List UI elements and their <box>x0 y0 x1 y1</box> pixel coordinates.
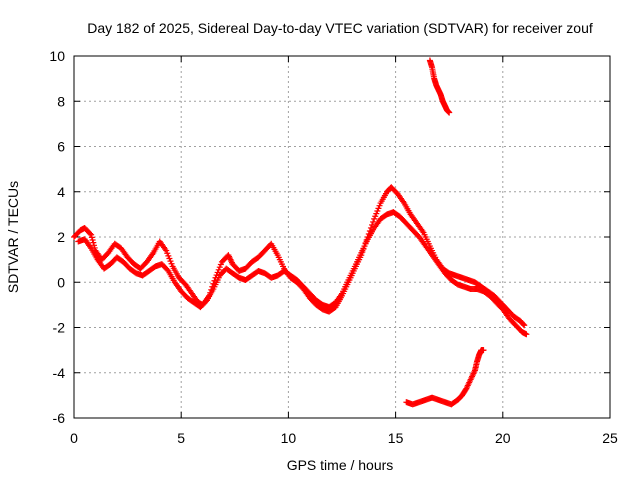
x-tick-label: 0 <box>70 430 78 446</box>
data-point <box>446 109 453 116</box>
y-tick-label: -4 <box>53 365 66 381</box>
x-axis-label: GPS time / hours <box>287 457 394 473</box>
x-tick-label: 5 <box>177 430 185 446</box>
data-point <box>164 266 171 273</box>
data-point <box>372 213 379 220</box>
data-point <box>166 255 173 262</box>
data-point <box>521 322 528 329</box>
data-point <box>371 215 378 222</box>
data-point <box>374 207 381 214</box>
data-point <box>90 239 97 246</box>
series-track-lower <box>403 347 487 408</box>
data-point <box>88 231 95 238</box>
x-tick-label: 25 <box>602 430 618 446</box>
series-track-upper-right <box>426 57 453 116</box>
y-tick-label: 0 <box>57 274 65 290</box>
x-tick-label: 20 <box>495 430 511 446</box>
grid-lines <box>74 56 610 418</box>
axis-ticks: 0 5 10 15 20 25 -6 -4 -2 0 2 4 6 8 10 <box>49 48 618 446</box>
data-point <box>376 202 383 209</box>
data-point <box>214 269 221 276</box>
y-axis-label: SDTVAR / TECUs <box>5 181 21 293</box>
data-point <box>163 247 170 254</box>
data-point <box>480 347 487 354</box>
x-tick-label: 10 <box>281 430 297 446</box>
data-point <box>215 266 222 273</box>
data-point <box>87 230 94 237</box>
data-point <box>370 218 377 225</box>
data-point <box>202 298 209 305</box>
data-point <box>91 242 98 249</box>
data-point <box>373 210 380 217</box>
y-tick-label: 2 <box>57 229 65 245</box>
y-tick-label: -6 <box>53 410 66 426</box>
y-tick-label: 6 <box>57 139 65 155</box>
data-point <box>168 260 175 267</box>
chart-title: Day 182 of 2025, Sidereal Day-to-day VTE… <box>87 20 593 36</box>
data-point <box>167 258 174 265</box>
y-tick-label: 10 <box>49 48 65 64</box>
x-tick-label: 15 <box>388 430 404 446</box>
data-point <box>520 321 527 328</box>
data-point <box>165 252 172 259</box>
y-tick-label: 4 <box>57 184 65 200</box>
y-tick-label: -2 <box>53 320 66 336</box>
data-point <box>88 234 95 241</box>
data-points <box>71 57 530 408</box>
series-track-main-a <box>71 184 528 329</box>
data-point <box>523 331 530 338</box>
y-tick-label: 8 <box>57 93 65 109</box>
series-track-main-b <box>75 209 530 338</box>
data-point <box>216 264 223 271</box>
data-point <box>217 261 224 268</box>
data-point <box>164 250 171 257</box>
data-point <box>89 237 96 244</box>
data-point <box>375 205 382 212</box>
